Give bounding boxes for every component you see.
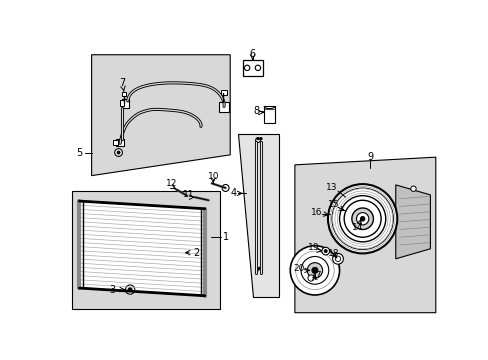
Circle shape <box>290 246 339 295</box>
Circle shape <box>255 138 260 143</box>
Circle shape <box>205 197 212 204</box>
Text: 17: 17 <box>310 271 322 280</box>
Polygon shape <box>395 185 429 259</box>
Polygon shape <box>238 134 279 297</box>
Text: 2: 2 <box>193 248 199 258</box>
Text: 12: 12 <box>165 179 177 188</box>
Circle shape <box>117 151 120 154</box>
Circle shape <box>255 65 260 71</box>
Bar <box>221 90 226 95</box>
Text: 16: 16 <box>310 208 322 217</box>
Text: 15: 15 <box>327 201 339 210</box>
Circle shape <box>307 275 313 281</box>
Text: 5: 5 <box>76 148 82 158</box>
Bar <box>122 93 126 96</box>
Circle shape <box>332 253 343 264</box>
Text: 1: 1 <box>222 232 228 242</box>
Circle shape <box>356 213 368 225</box>
Bar <box>116 139 123 147</box>
Polygon shape <box>91 55 230 176</box>
Circle shape <box>244 65 249 71</box>
Circle shape <box>321 247 329 255</box>
Text: 6: 6 <box>249 49 255 59</box>
Circle shape <box>344 200 380 237</box>
Text: 11: 11 <box>183 190 194 199</box>
Circle shape <box>222 184 228 192</box>
Text: 9: 9 <box>366 152 373 162</box>
Circle shape <box>327 184 396 253</box>
Circle shape <box>360 216 364 221</box>
Text: 19: 19 <box>307 243 319 252</box>
Text: 18: 18 <box>327 249 339 258</box>
Polygon shape <box>79 201 204 296</box>
Text: 8: 8 <box>253 106 259 116</box>
Circle shape <box>115 149 122 156</box>
Text: 14: 14 <box>352 224 363 233</box>
Text: 3: 3 <box>109 285 115 294</box>
Bar <box>113 140 118 145</box>
Circle shape <box>311 267 317 274</box>
Text: 20: 20 <box>293 264 305 273</box>
Circle shape <box>256 138 259 140</box>
Circle shape <box>125 285 135 294</box>
Bar <box>264 106 274 123</box>
Circle shape <box>335 256 340 261</box>
Circle shape <box>339 195 385 242</box>
Circle shape <box>128 288 132 292</box>
Circle shape <box>306 263 322 278</box>
Text: 13: 13 <box>325 184 337 193</box>
Text: 10: 10 <box>207 172 219 181</box>
Bar <box>120 100 123 106</box>
Bar <box>242 60 262 76</box>
Polygon shape <box>294 157 435 313</box>
Text: 7: 7 <box>119 78 125 91</box>
Circle shape <box>259 138 262 140</box>
Text: 4: 4 <box>230 188 236 198</box>
Circle shape <box>324 249 326 253</box>
Circle shape <box>331 188 393 249</box>
Bar <box>219 102 228 112</box>
Circle shape <box>301 256 328 284</box>
Circle shape <box>410 186 415 192</box>
Circle shape <box>351 208 373 230</box>
Bar <box>122 99 129 108</box>
Polygon shape <box>71 191 220 309</box>
